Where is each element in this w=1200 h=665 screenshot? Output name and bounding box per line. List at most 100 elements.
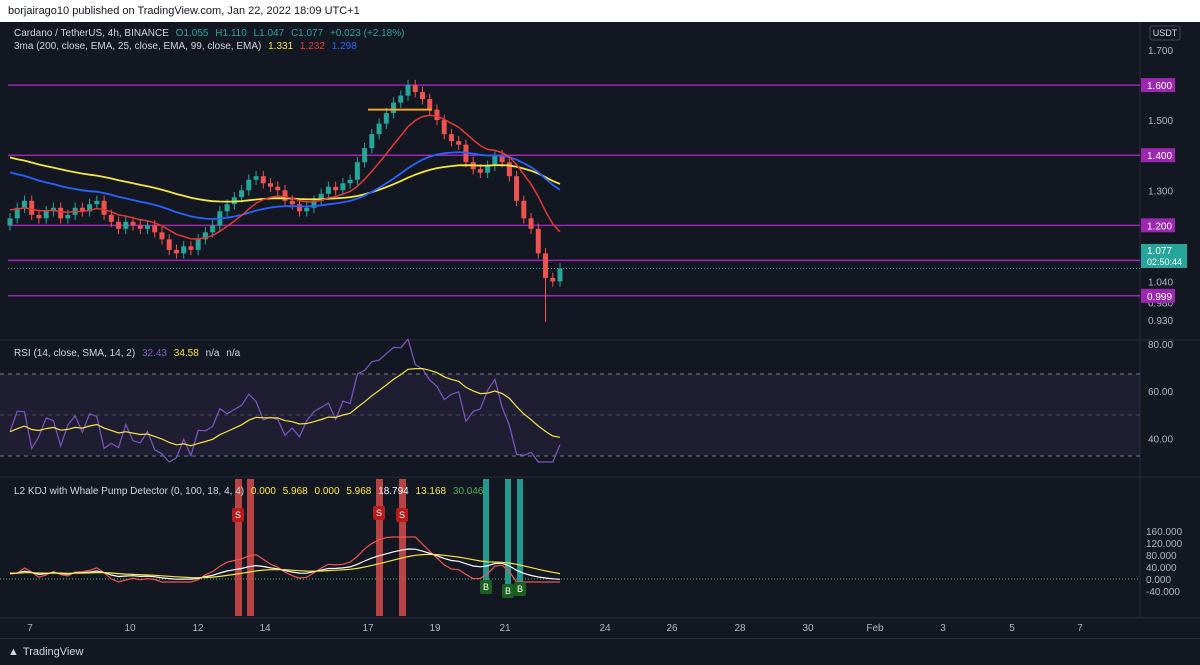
x-axis-tick: 10: [124, 623, 136, 634]
high-value: H1.110: [215, 28, 247, 39]
candle-body: [543, 253, 549, 278]
rsi-line: [9, 337, 561, 463]
candle-body: [137, 225, 143, 229]
rsi-axis-tick: 60.00: [1148, 387, 1173, 398]
ma-value-200: 1.331: [268, 41, 294, 52]
candle-body: [506, 162, 512, 177]
low-value: L1.047: [253, 28, 285, 39]
candle-body: [239, 190, 245, 198]
x-axis-tick: 26: [666, 623, 678, 634]
candle-body: [391, 102, 397, 114]
candle-body: [405, 85, 411, 96]
price-axis-tick: 1.500: [1148, 116, 1173, 127]
last-price-tag: [1141, 244, 1187, 268]
rsi-axis-tick: 80.00: [1148, 340, 1173, 351]
ma-label: 3ma (200, close, EMA, 25, close, EMA, 99…: [14, 41, 262, 52]
rsi-value: 32.43: [141, 348, 167, 359]
ma-legend: 3ma (200, close, EMA, 25, close, EMA, 99…: [14, 41, 361, 52]
candle-body: [282, 190, 288, 201]
ma-value-99: 1.298: [331, 41, 357, 52]
candle-body: [434, 109, 440, 121]
buy-label-badge: [480, 580, 492, 594]
price-axis-tick: 0.930: [1148, 316, 1173, 327]
price-axis-tick: 1.700: [1148, 46, 1173, 57]
kdj-d-line: [10, 553, 561, 579]
candle-body: [166, 239, 172, 250]
open-value: O1.055: [175, 28, 209, 39]
candle-body: [398, 95, 404, 103]
candle-body: [340, 183, 346, 191]
kdj-axis-tick: 80.000: [1146, 551, 1177, 562]
level-price-tag: [1141, 218, 1175, 233]
sell-label-badge: [232, 508, 244, 522]
x-axis-tick: 21: [499, 623, 511, 634]
candle-body: [195, 239, 201, 250]
candle-body: [347, 179, 353, 184]
rsi-na-1: n/a: [205, 348, 220, 359]
footer-bar: ▲ TradingView: [0, 638, 1200, 664]
candle-body: [87, 204, 93, 212]
kdj-value-2: 5.968: [282, 486, 308, 497]
candle-body: [36, 214, 42, 219]
kdj-value-5: 18.794: [378, 486, 409, 497]
ema-99-line: [9, 151, 561, 220]
kdj-value-3: 0.000: [314, 486, 340, 497]
candle-body: [514, 176, 520, 201]
candle-body: [65, 214, 71, 219]
buy-signal-bar: [505, 479, 511, 589]
last-price-value: 1.077: [1147, 246, 1172, 257]
candle-body: [210, 225, 216, 233]
level-price-label: 1.600: [1147, 81, 1172, 92]
kdj-label: L2 KDJ with Whale Pump Detector (0, 100,…: [14, 486, 245, 497]
candle-body: [535, 228, 541, 254]
kdj-axis-tick: 160.000: [1146, 527, 1183, 538]
x-axis-tick: 17: [362, 623, 374, 634]
x-axis-tick: 28: [734, 623, 746, 634]
buy-label-badge: [514, 582, 526, 596]
candle-body: [369, 134, 375, 149]
candle-body: [7, 218, 13, 226]
candle-body: [333, 186, 339, 191]
sell-label: S: [376, 508, 382, 518]
candle-body: [275, 186, 281, 191]
x-axis-tick: 3: [940, 623, 946, 634]
kdj-value-6: 13.168: [415, 486, 447, 497]
price-axis-tick: 1.040: [1148, 277, 1173, 288]
candle-body: [456, 141, 462, 145]
symbol-legend: Cardano / TetherUS, 4h, BINANCE O1.055 H…: [14, 28, 408, 39]
level-price-tag: [1141, 148, 1175, 163]
candle-body: [123, 221, 129, 229]
publish-text: borjairago10 published on TradingView.co…: [8, 5, 360, 17]
candle-body: [260, 176, 266, 184]
candle-body: [311, 200, 317, 208]
sell-signal-bar: [399, 479, 406, 616]
sell-label-badge: [373, 506, 385, 520]
kdj-j-line: [9, 536, 560, 583]
candle-body: [325, 186, 331, 194]
candle-body: [318, 193, 324, 201]
candle-body: [50, 207, 56, 212]
sell-label: S: [399, 510, 405, 520]
candle-body: [268, 183, 274, 187]
candle-body: [420, 92, 425, 100]
candle-body: [159, 232, 165, 240]
candle-body: [79, 207, 85, 212]
level-price-label: 0.999: [1147, 292, 1172, 303]
currency-box[interactable]: [1149, 25, 1181, 41]
buy-label: B: [505, 586, 511, 596]
candle-body: [145, 225, 150, 229]
candle-body: [14, 207, 20, 219]
x-axis-tick: 7: [27, 623, 33, 634]
buy-label: B: [483, 582, 489, 592]
candle-body: [441, 120, 447, 135]
candle-body: [528, 218, 534, 229]
sell-signal-bar: [235, 479, 242, 616]
currency-label: USDT: [1153, 28, 1178, 38]
buy-label: B: [517, 584, 523, 594]
sell-label: S: [235, 510, 241, 520]
change-value: +0.023 (+2.18%): [329, 28, 405, 39]
candle-body: [289, 200, 295, 205]
x-axis-tick: 19: [429, 623, 441, 634]
rsi-legend: RSI (14, close, SMA, 14, 2) 32.43 34.58 …: [14, 348, 244, 359]
